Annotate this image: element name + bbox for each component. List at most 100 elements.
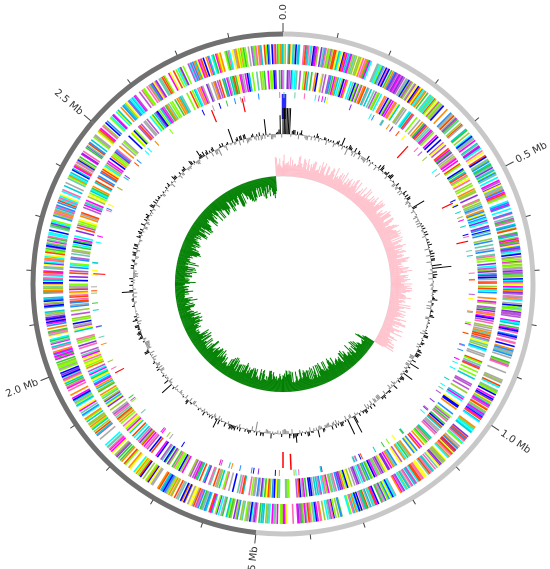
cds-reverse-gene: [383, 450, 395, 468]
gc-content-bar: [324, 424, 327, 428]
gc-content-bar: [385, 171, 390, 176]
cds-reverse-gene: [106, 162, 123, 175]
cds-forward-gene: [306, 45, 310, 66]
rna-track-feature: [106, 207, 113, 211]
gc-content-bar: [344, 415, 347, 421]
cds-forward-gene: [138, 459, 152, 477]
gc-skew-bar: [271, 176, 275, 196]
gc-skew-bar: [178, 308, 191, 313]
cds-reverse-gene: [433, 147, 450, 162]
gc-content-bar: [145, 213, 150, 217]
cds-reverse-gene: [191, 460, 202, 479]
gc-skew-bar: [325, 170, 333, 186]
cds-forward-gene: [404, 83, 417, 102]
cds-forward-gene: [298, 503, 302, 524]
gc-skew-bar: [390, 294, 407, 298]
gc-content-bar: [247, 430, 250, 434]
gc-content-bar: [201, 151, 206, 157]
cds-forward-gene: [399, 80, 412, 99]
cds-forward-gene: [344, 53, 352, 74]
cds-reverse-gene: [477, 299, 497, 304]
cds-reverse-gene: [216, 469, 224, 488]
cds-forward-gene: [265, 44, 269, 65]
cds-forward-gene: [85, 146, 103, 160]
gc-skew-bar: [375, 218, 394, 230]
cds-forward-gene: [54, 349, 74, 358]
cds-forward-gene: [410, 88, 424, 106]
cds-reverse-gene: [469, 339, 489, 347]
gc-skew-bar: [380, 229, 397, 238]
gc-skew-bar: [210, 356, 218, 365]
gc-skew-bar: [308, 367, 316, 388]
gc-content-bar: [325, 424, 328, 428]
cds-forward-gene: [462, 409, 480, 423]
gc-content-bar: [164, 380, 169, 384]
cds-forward-gene: [475, 389, 494, 401]
gc-content-bar: [138, 337, 144, 340]
cds-reverse-gene: [268, 478, 272, 498]
gc-skew-bar: [295, 380, 298, 392]
cds-forward-gene: [201, 490, 210, 511]
cds-forward-gene: [62, 188, 82, 199]
gc-skew-bar: [217, 197, 228, 210]
gc-skew-bar: [328, 365, 336, 379]
gc-content-bar: [373, 166, 377, 171]
gc-content-bar: [138, 322, 141, 325]
cds-reverse-gene: [167, 102, 180, 120]
gc-skew-bar: [264, 177, 269, 194]
cds-forward-gene: [358, 58, 367, 78]
cds-reverse-gene: [379, 452, 391, 470]
cds-reverse-gene: [463, 201, 482, 211]
cds-forward-gene: [500, 312, 522, 317]
cds-forward-gene: [81, 403, 100, 416]
cds-forward-gene: [116, 110, 132, 126]
cds-forward-gene: [486, 192, 506, 202]
gc-content-bar: [362, 157, 366, 162]
gc-skew-bar: [175, 275, 193, 278]
cds-forward-gene: [458, 139, 476, 153]
gc-skew-bar: [382, 234, 399, 243]
gc-skew-bar: [287, 374, 290, 392]
gc-skew-bar: [222, 365, 230, 375]
rna-track-feature: [456, 216, 463, 220]
cds-reverse-gene: [367, 458, 378, 477]
gc-content-bar: [145, 222, 150, 226]
gc-skew-bar: [378, 333, 393, 342]
cds-forward-gene: [66, 379, 86, 390]
gc-skew-bar: [390, 291, 402, 294]
gc-content-bar: [387, 174, 391, 178]
cds-reverse-gene: [214, 80, 222, 100]
gc-content-bar: [382, 395, 387, 399]
cds-reverse-gene: [133, 423, 148, 439]
cds-reverse-gene: [98, 175, 116, 187]
cds-forward-gene: [43, 267, 64, 271]
gc-skew-bar: [175, 290, 185, 293]
gc-skew-bar: [301, 378, 306, 390]
rna-track-feature: [201, 109, 206, 116]
cds-forward-gene: [437, 113, 453, 129]
gc-skew-bar: [342, 350, 355, 366]
rna-track-feature: [352, 456, 356, 463]
gc-skew-bar: [388, 306, 400, 311]
cds-forward-gene: [422, 98, 436, 115]
gc-skew-bar: [200, 348, 208, 355]
gc-content-bar: [352, 416, 363, 433]
cds-forward-gene: [84, 408, 103, 421]
cds-forward-gene: [272, 503, 276, 524]
cds-forward-gene: [379, 68, 391, 88]
cds-forward-gene: [186, 485, 197, 505]
cds-forward-gene: [177, 481, 188, 501]
gc-content-bar: [398, 186, 401, 189]
cds-forward-gene: [161, 76, 173, 95]
cds-forward-gene: [476, 169, 495, 181]
scale-minor-tick: [105, 466, 111, 471]
gc-skew-bar: [389, 301, 400, 304]
gc-content-bar: [305, 135, 307, 140]
cds-forward-gene: [75, 394, 94, 407]
cds-reverse-gene: [150, 114, 164, 131]
cds-reverse-gene: [105, 163, 122, 176]
cds-forward-gene: [82, 150, 101, 163]
cds-forward-gene: [378, 481, 389, 501]
cds-forward-gene: [323, 48, 330, 69]
gc-content-bar: [255, 421, 258, 432]
